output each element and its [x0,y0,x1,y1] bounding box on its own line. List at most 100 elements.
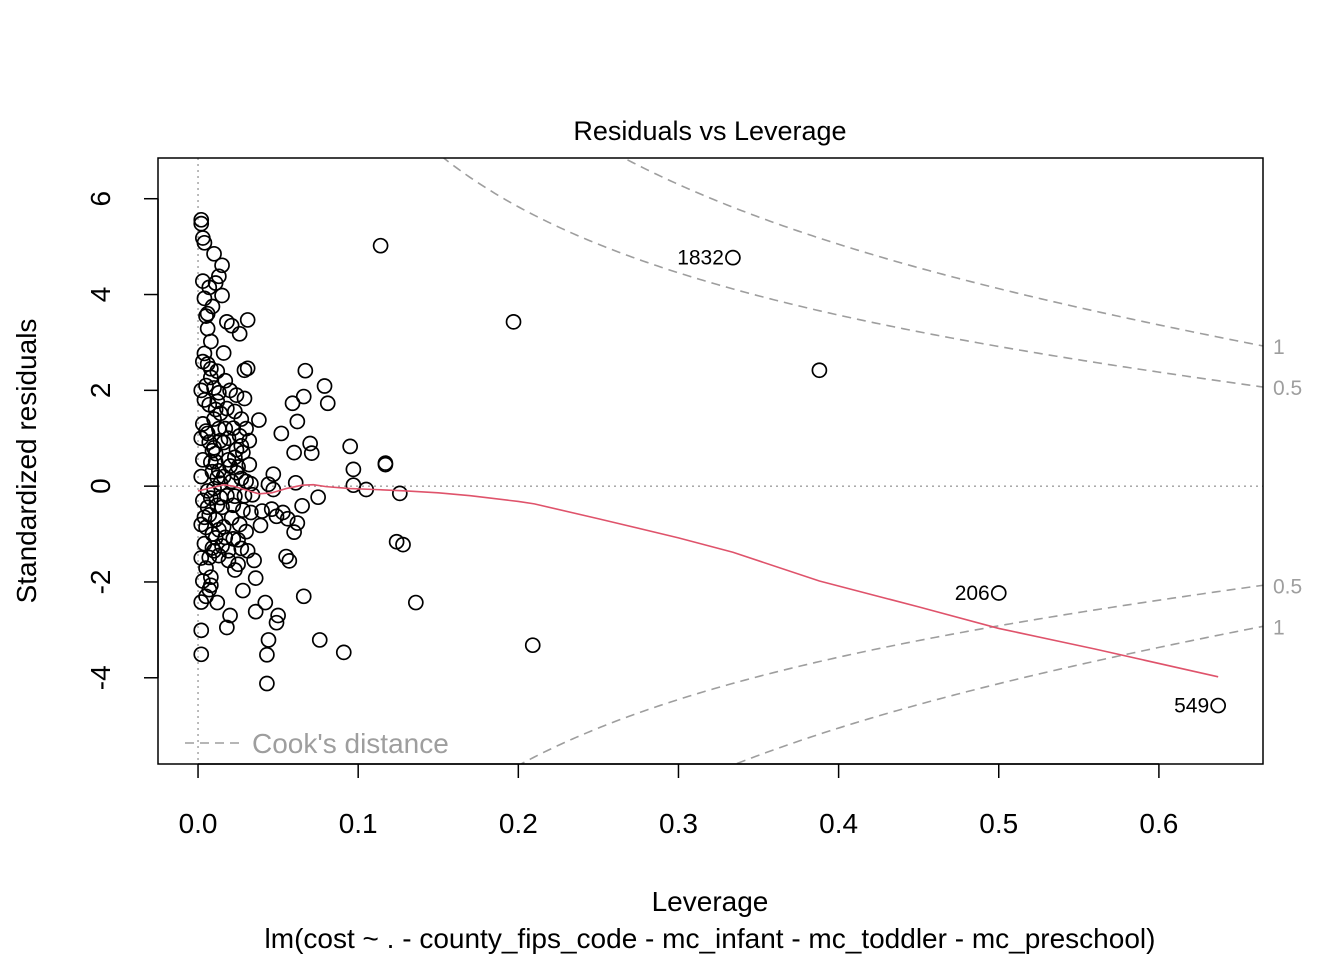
data-point [407,594,424,611]
data-point [215,345,232,361]
data-point [391,485,408,502]
data-point [206,245,222,262]
data-point [201,507,218,523]
data-point [214,257,230,274]
data-point [257,594,274,611]
point-id-label: 1832 [677,247,724,270]
data-point [228,387,245,403]
data-point [260,632,277,648]
data-point [235,582,251,599]
y-tick-label: 4 [85,287,116,303]
data-point [246,552,262,569]
data-point [231,325,248,342]
data-point [286,524,302,540]
data-point [241,432,258,449]
x-tick-label: 0.2 [499,808,538,839]
data-point [319,395,336,412]
data-point [203,333,219,350]
data-point [193,550,210,566]
point-id-label: 206 [955,582,990,605]
data-point [241,456,258,473]
data-point [239,360,256,377]
data-point [196,290,213,307]
data-point [211,420,227,437]
data-point [219,313,235,330]
cooks-label-lower-0-5: 0.5 [1273,575,1302,598]
data-point [193,622,210,639]
data-point [263,501,280,517]
x-tick-label: 0.4 [819,808,858,839]
data-point [222,607,238,624]
data-point [286,444,302,461]
data-point [725,249,741,266]
data-point [196,535,213,552]
data-point [281,553,298,569]
data-point [194,451,211,468]
data-point [310,489,326,506]
data-point [239,542,256,559]
legend-label: Cook's distance [252,728,449,759]
data-point [505,313,522,330]
data-point [196,392,213,408]
data-point [214,538,230,554]
data-point [284,395,301,412]
cooks-label-upper-1: 1 [1273,336,1285,359]
data-point [302,435,318,452]
data-point [198,308,214,324]
x-tick-label: 0.1 [339,808,378,839]
data-point [219,400,235,417]
data-point [316,378,333,394]
data-point [251,412,267,428]
y-tick-label: -2 [85,570,116,595]
data-point [215,468,232,485]
data-point [239,312,256,328]
data-point [244,486,261,503]
data-point [230,556,246,573]
x-axis-label: Leverage [652,886,769,917]
data-point [198,560,214,576]
data-point [220,430,237,447]
point-id-label: 549 [1174,695,1209,718]
data-point [206,411,222,427]
model-formula-subtitle: lm(cost ~ . - county_fips_code - mc_infa… [265,923,1156,954]
data-point [342,438,359,455]
data-point [311,632,328,648]
data-point [233,411,250,427]
data-point [219,619,235,636]
legend: Cook's distance [185,728,449,759]
data-point [345,477,362,494]
cooks-distance-contour-upper-0-5 [442,158,1263,388]
data-point [345,461,362,478]
data-point [252,517,269,534]
chart-title: Residuals vs Leverage [573,116,846,146]
data-point [287,474,304,491]
data-point [193,516,210,533]
data-point [194,273,211,289]
data-point [215,434,232,451]
data-point [217,372,234,389]
data-point [211,384,227,401]
data-point [278,548,294,565]
data-point [289,515,306,531]
data-point [203,569,219,586]
data-point [219,487,235,504]
y-tick-label: 6 [85,191,116,207]
y-axis-label: Standardized residuals [11,319,42,604]
data-point [193,468,210,485]
data-point [193,646,210,663]
data-point [259,646,275,663]
data-point [268,614,285,631]
data-point [201,549,218,566]
data-point [193,382,210,399]
data-point [207,401,224,418]
data-point [243,504,259,521]
data-point [223,317,240,334]
x-tick-label: 0.6 [1139,808,1178,839]
data-point [236,362,253,379]
data-point [295,388,312,405]
x-tick-label: 0.5 [979,808,1018,839]
x-tick-label: 0.0 [179,808,218,839]
data-point [335,644,352,661]
data-point [204,526,221,542]
